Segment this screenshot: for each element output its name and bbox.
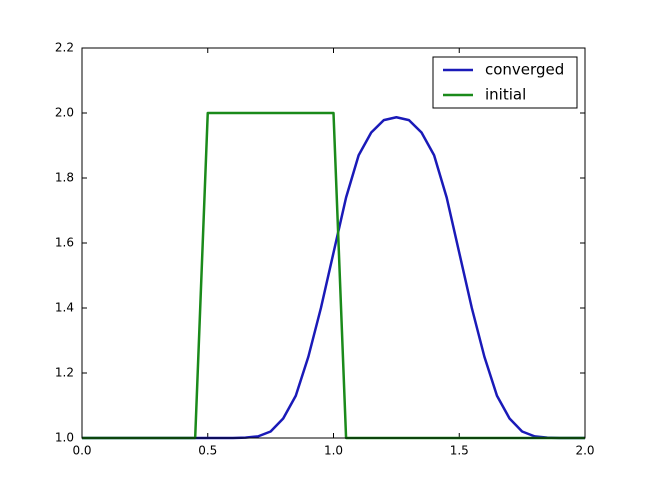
legend-label: converged [485, 61, 564, 79]
y-tick-label: 1.2 [55, 366, 74, 380]
y-tick-label: 2.2 [55, 41, 74, 55]
legend-box [432, 56, 578, 109]
x-tick-label: 2.0 [575, 444, 594, 458]
y-tick-label: 2.0 [55, 106, 74, 120]
y-tick-label: 1.0 [55, 431, 74, 445]
x-tick-label: 0.5 [198, 444, 217, 458]
y-tick-label: 1.8 [55, 171, 74, 185]
y-tick-label: 1.4 [55, 301, 74, 315]
x-tick-label: 0.0 [72, 444, 91, 458]
legend-label: initial [485, 86, 526, 104]
x-tick-label: 1.5 [450, 444, 469, 458]
y-tick-label: 1.6 [55, 236, 74, 250]
plot-frame [81, 47, 586, 439]
x-tick-label: 1.0 [324, 444, 343, 458]
